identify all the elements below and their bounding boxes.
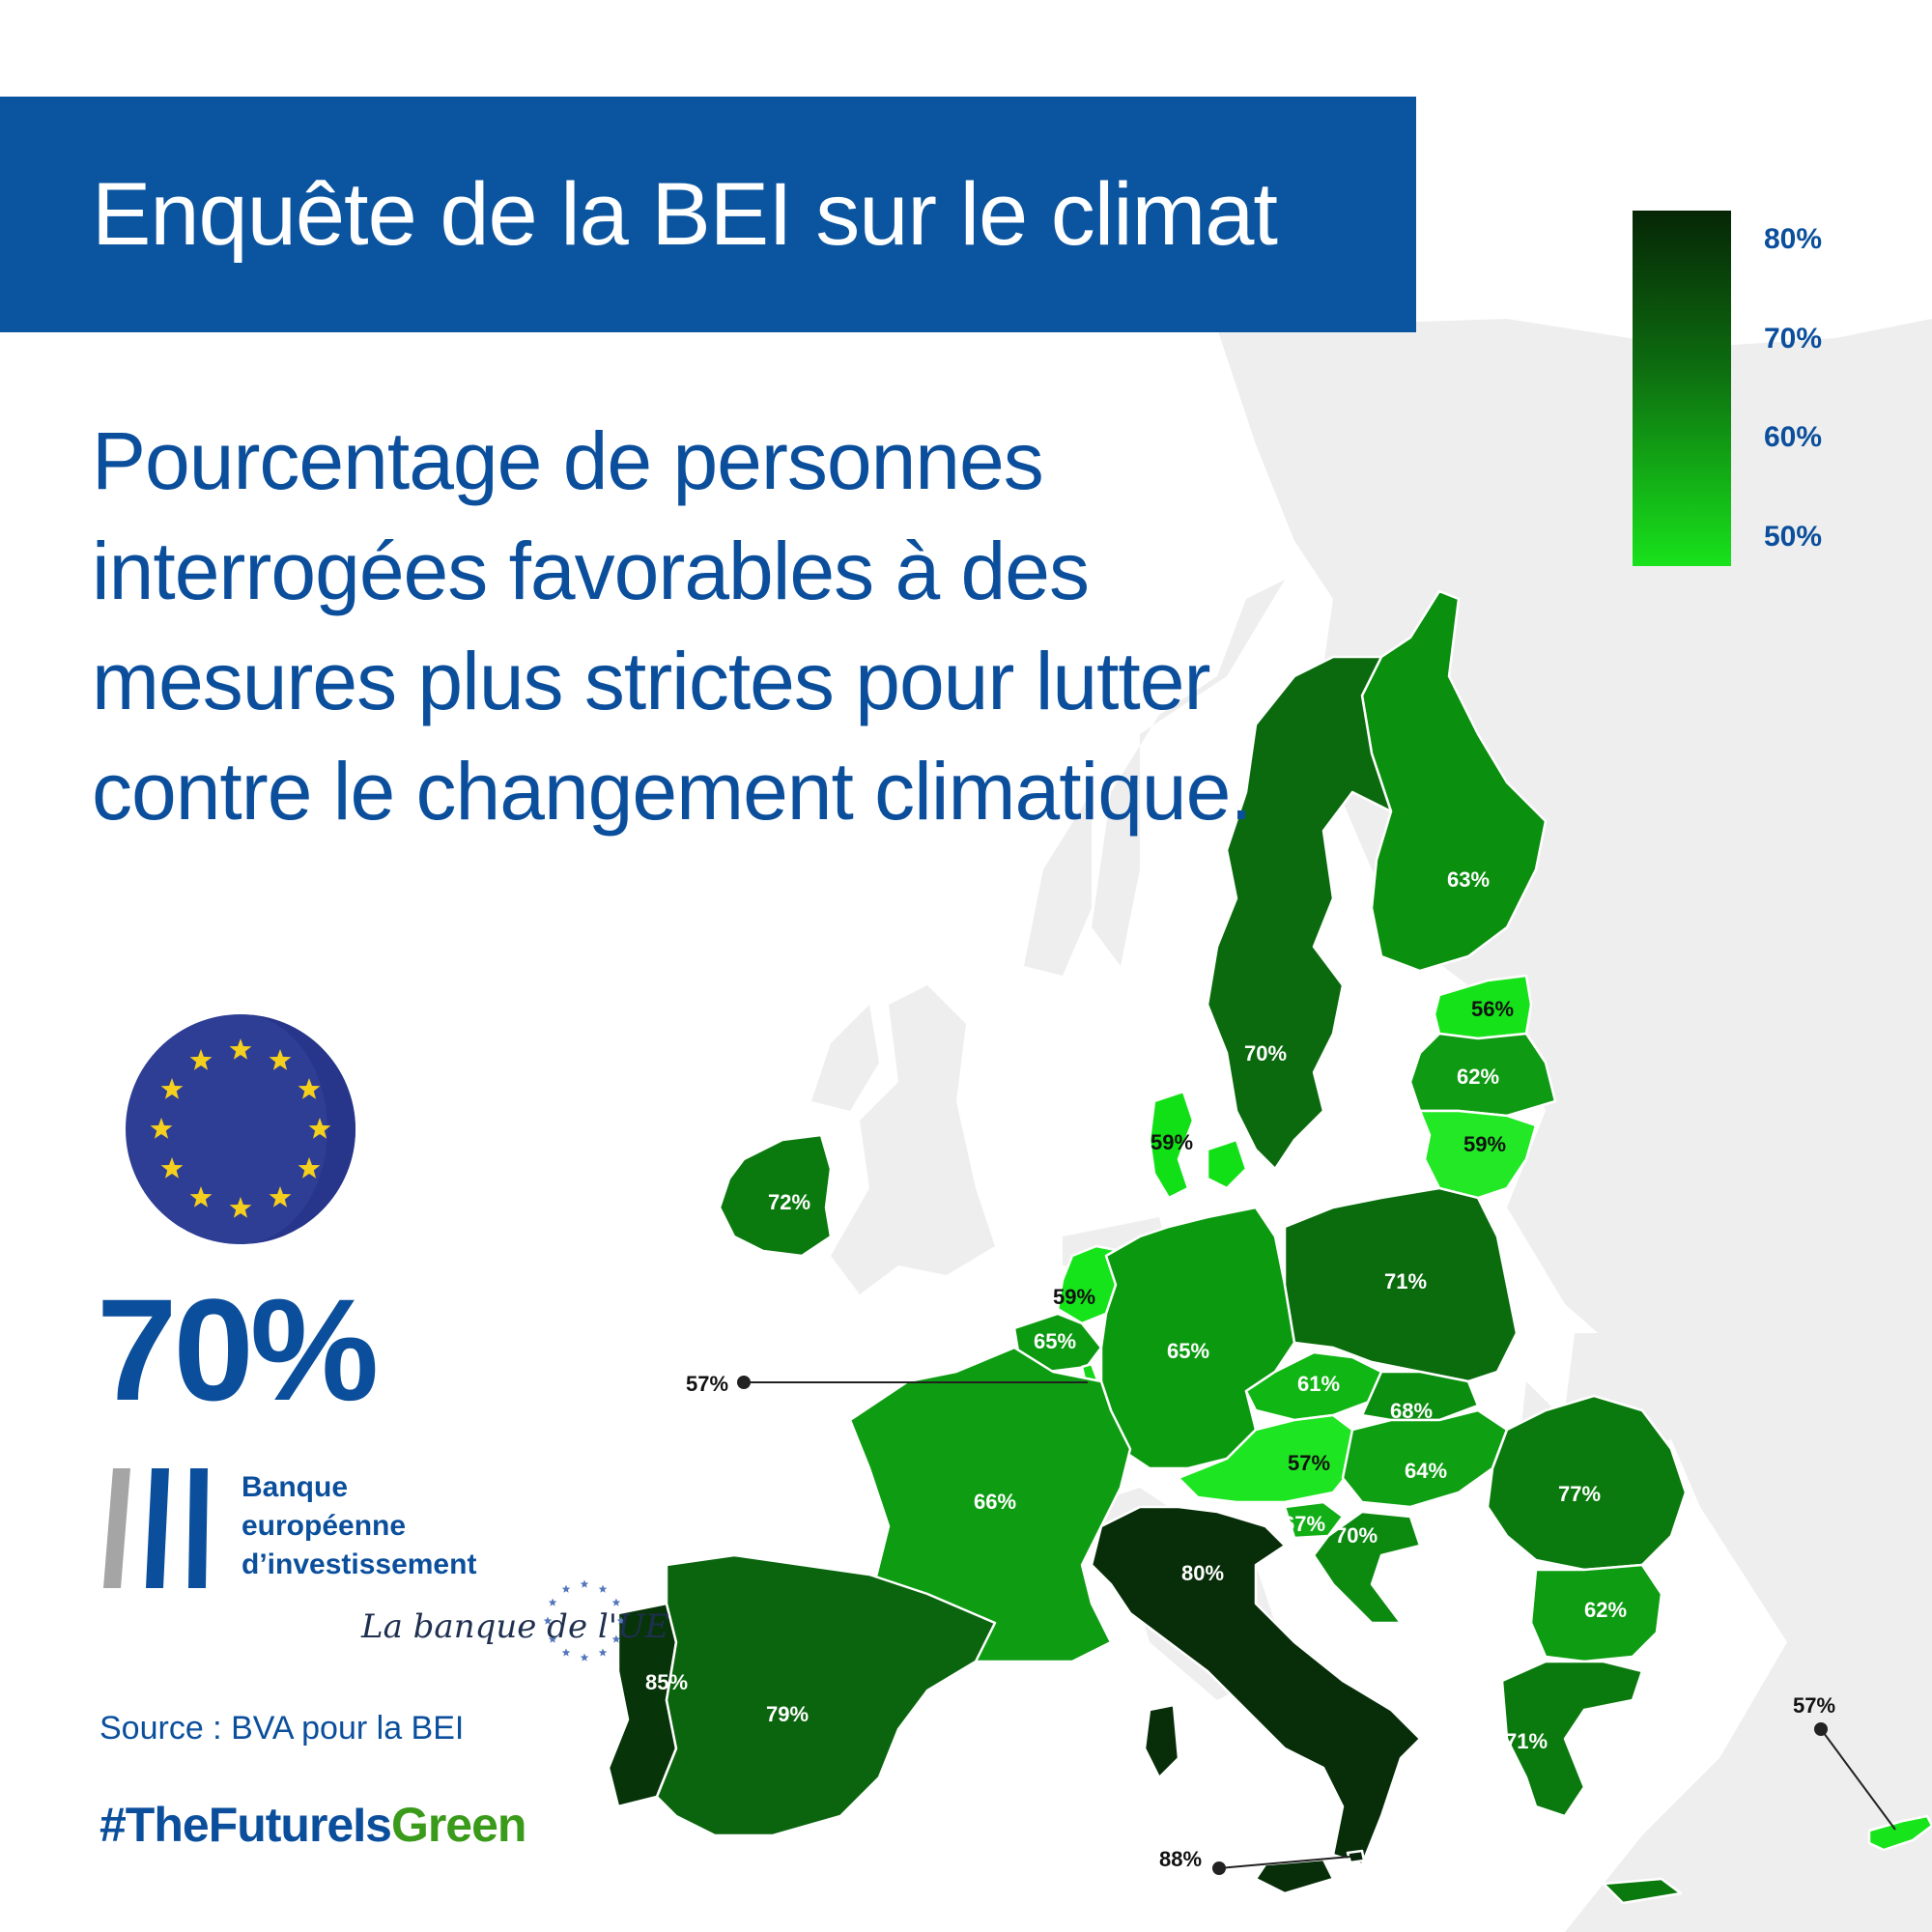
label-netherlands: 59% xyxy=(1053,1285,1095,1309)
flag-star-icon xyxy=(189,1049,213,1070)
label-slovenia: 67% xyxy=(1283,1512,1325,1536)
country-denmark xyxy=(1148,1090,1248,1200)
source-note: Source : BVA pour la BEI xyxy=(99,1710,465,1747)
flag-star-icon xyxy=(189,1186,213,1208)
legend-label-60: 60% xyxy=(1764,421,1823,453)
label-poland: 71% xyxy=(1384,1269,1427,1293)
star-ring-icon xyxy=(543,1579,626,1662)
country-latvia xyxy=(1408,1032,1557,1118)
flag-star-icon xyxy=(229,1197,252,1218)
tagline-star-icon xyxy=(543,1616,553,1625)
tagline-star-icon xyxy=(598,1584,608,1593)
logo-line-1: Banque xyxy=(242,1471,349,1503)
country-bulgaria xyxy=(1529,1563,1663,1663)
label-sweden: 70% xyxy=(1244,1041,1287,1065)
hashtag: #TheFutureIsGreen xyxy=(99,1797,526,1853)
country-value-labels: 63% 70% 56% 62% 59% 59% 72% 59% 65% 57% … xyxy=(645,867,1835,1871)
flag-star-icon xyxy=(298,1157,321,1179)
logo-line-2: européenne xyxy=(242,1510,407,1542)
flag-star-icon xyxy=(160,1157,184,1179)
label-portugal: 85% xyxy=(645,1670,688,1694)
flag-star-icon xyxy=(229,1038,252,1060)
tagline-star-icon xyxy=(616,1616,626,1625)
flag-star-icon xyxy=(308,1118,331,1139)
tagline-star-icon xyxy=(548,1598,557,1606)
country-croatia xyxy=(1312,1510,1422,1625)
eu-average-value: 70% xyxy=(97,1268,379,1431)
flag-star-icon xyxy=(150,1118,173,1139)
legend-label-80: 80% xyxy=(1764,223,1823,255)
banner-title: Enquête de la BEI sur le climat xyxy=(92,164,1278,264)
flag-star-icon xyxy=(269,1186,292,1208)
label-france: 66% xyxy=(974,1490,1016,1514)
legend-label-50: 50% xyxy=(1764,521,1823,553)
label-estonia: 56% xyxy=(1471,997,1514,1021)
tagline-star-icon xyxy=(611,1598,621,1606)
logo-tagline: La banque de l'UE xyxy=(361,1607,669,1646)
title-banner: Enquête de la BEI sur le climat xyxy=(0,97,1416,332)
eu-flag-icon xyxy=(126,1014,355,1244)
tagline-star-icon xyxy=(598,1648,608,1657)
label-malta: 88% xyxy=(1159,1847,1202,1871)
label-latvia: 62% xyxy=(1457,1065,1499,1089)
tagline-star-icon xyxy=(548,1634,557,1643)
label-hungary: 64% xyxy=(1405,1459,1447,1483)
eib-logo-icon xyxy=(103,1468,208,1588)
country-slovakia xyxy=(1360,1370,1480,1422)
country-ireland xyxy=(718,1133,833,1258)
label-austria: 57% xyxy=(1288,1451,1330,1475)
label-bulgaria: 62% xyxy=(1584,1598,1627,1622)
label-finland: 63% xyxy=(1447,867,1490,892)
label-cyprus: 57% xyxy=(1793,1693,1835,1718)
country-malta xyxy=(1346,1849,1366,1864)
eu-countries xyxy=(607,589,1932,1905)
label-italy: 80% xyxy=(1181,1561,1224,1585)
country-france xyxy=(848,1346,1132,1663)
label-slovakia: 68% xyxy=(1390,1399,1433,1423)
label-croatia: 70% xyxy=(1335,1523,1378,1548)
legend-label-70: 70% xyxy=(1764,323,1823,355)
label-greece: 71% xyxy=(1505,1729,1548,1753)
eib-logo-text: Banque européenne d’investissement xyxy=(242,1468,476,1584)
subtitle: Pourcentage de personnes interrogées fav… xyxy=(92,415,1253,837)
label-romania: 77% xyxy=(1558,1482,1601,1506)
country-cyprus xyxy=(1867,1814,1932,1852)
country-poland xyxy=(1283,1186,1519,1383)
tagline-star-icon xyxy=(580,1653,589,1662)
tagline-star-icon xyxy=(561,1648,571,1657)
legend-color-scale xyxy=(1633,211,1731,566)
country-spain xyxy=(655,1553,997,1837)
label-belgium: 65% xyxy=(1034,1329,1076,1353)
country-lithuania xyxy=(1418,1109,1538,1200)
country-greece xyxy=(1500,1660,1683,1905)
hashtag-part-2: Green xyxy=(390,1798,527,1852)
label-denmark: 59% xyxy=(1151,1130,1193,1154)
label-spain: 79% xyxy=(766,1702,809,1726)
label-lithuania: 59% xyxy=(1463,1132,1506,1156)
country-romania xyxy=(1486,1394,1688,1572)
hashtag-part-1: #TheFutureIs xyxy=(99,1798,392,1852)
flag-star-icon xyxy=(269,1049,292,1070)
flag-star-icon xyxy=(298,1078,321,1099)
tagline-star-icon xyxy=(580,1579,589,1588)
tagline-star-icon xyxy=(561,1584,571,1593)
flag-star-icon xyxy=(160,1078,184,1099)
label-czechia: 61% xyxy=(1297,1372,1340,1396)
label-ireland: 72% xyxy=(768,1190,810,1214)
callout-lines xyxy=(737,1376,1896,1875)
logo-line-3: d’investissement xyxy=(242,1548,477,1580)
label-luxembourg: 57% xyxy=(686,1372,728,1396)
label-germany: 65% xyxy=(1167,1339,1209,1363)
country-slovenia xyxy=(1283,1500,1345,1540)
tagline-star-icon xyxy=(611,1634,621,1643)
country-sweden xyxy=(1206,655,1393,1171)
